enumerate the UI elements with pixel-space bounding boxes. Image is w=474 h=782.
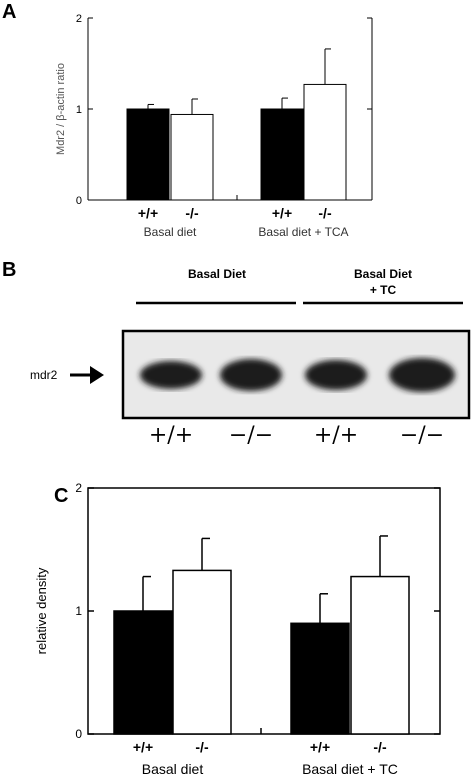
blot-header-basal-diet: Basal Diet: [188, 267, 246, 281]
blot-band-4: [389, 358, 455, 392]
panel-c-genotype-label-3: +/+: [310, 739, 330, 755]
panel-c-group-label-2: Basal diet + TC: [302, 761, 398, 777]
blot-lane-label-1: +/+: [149, 423, 193, 448]
panel-c-y-tick-label: 0: [75, 727, 82, 741]
panel-c-genotype-label-2: -/-: [195, 739, 209, 755]
panel-c-bar-4: [350, 575, 410, 735]
panel-c-genotype-label-4: -/-: [373, 739, 387, 755]
panel-c-bar-2: [172, 569, 232, 735]
panel-c: C 0 1 2 +/+ -/- +/+ -/- Basal diet Basal diet +…: [34, 481, 441, 777]
blot-header-plus-tc: + TC: [370, 283, 397, 297]
panel-c-y-axis-label: relative density: [34, 567, 49, 654]
blot-band-1: [140, 361, 202, 389]
panel-a-y-tick-label: 2: [76, 13, 82, 25]
panel-a-group-label-1: Basal diet: [144, 225, 197, 239]
panel-b: B Basal Diet Basal Diet + TC mdr2 +/+ −/…: [2, 259, 471, 448]
panel-a-genotype-label-3: +/+: [272, 205, 292, 221]
blot-lane-label-4: −/−: [400, 423, 444, 448]
panel-a-bar-2: [170, 113, 214, 201]
panel-letter-b: B: [2, 259, 16, 281]
panel-a-bar-4: [303, 83, 347, 201]
panel-a-genotype-label-2: -/-: [185, 205, 199, 221]
panel-a-genotype-label-4: -/-: [318, 205, 332, 221]
panel-a: A 0 1 2 +/+ -/- +/+ -/- Basal diet Basal diet +…: [2, 1, 373, 239]
panel-c-y-tick-label: 1: [75, 604, 82, 618]
panel-a-group-label-2: Basal diet + TCA: [258, 225, 348, 239]
panel-c-bar-1: [113, 610, 173, 735]
panel-c-bar-3: [290, 622, 350, 735]
panel-c-group-label-1: Basal diet: [142, 761, 204, 777]
band-label-mdr2: mdr2: [30, 368, 58, 382]
panel-a-y-tick-label: 1: [76, 104, 82, 116]
blot-lane-label-2: −/−: [229, 423, 273, 448]
panel-a-bar-1: [126, 108, 170, 201]
panel-a-y-tick-label: 0: [76, 195, 82, 207]
blot-band-2: [220, 359, 282, 391]
panel-a-genotype-label-1: +/+: [138, 205, 158, 221]
blot-band-3: [305, 360, 367, 390]
panel-letter-c: C: [54, 485, 68, 507]
panel-c-bars: +/+ -/- +/+ -/- Basal diet Basal diet + TC: [113, 535, 410, 777]
panel-letter-a: A: [2, 1, 16, 23]
blot-bands: [140, 358, 455, 392]
panel-a-bar-3: [260, 108, 304, 201]
panel-a-bars: +/+ -/- +/+ -/- Basal diet Basal diet + TCA: [126, 48, 349, 239]
panel-a-y-axis-label: Mdr2 / β-actin ratio: [55, 63, 67, 155]
arrow-right-icon: [70, 366, 104, 384]
blot-lane-label-3: +/+: [314, 423, 358, 448]
panel-c-genotype-label-1: +/+: [133, 739, 153, 755]
blot-header-basal-diet-tc: Basal Diet: [354, 267, 412, 281]
panel-c-y-tick-label: 2: [75, 481, 82, 495]
